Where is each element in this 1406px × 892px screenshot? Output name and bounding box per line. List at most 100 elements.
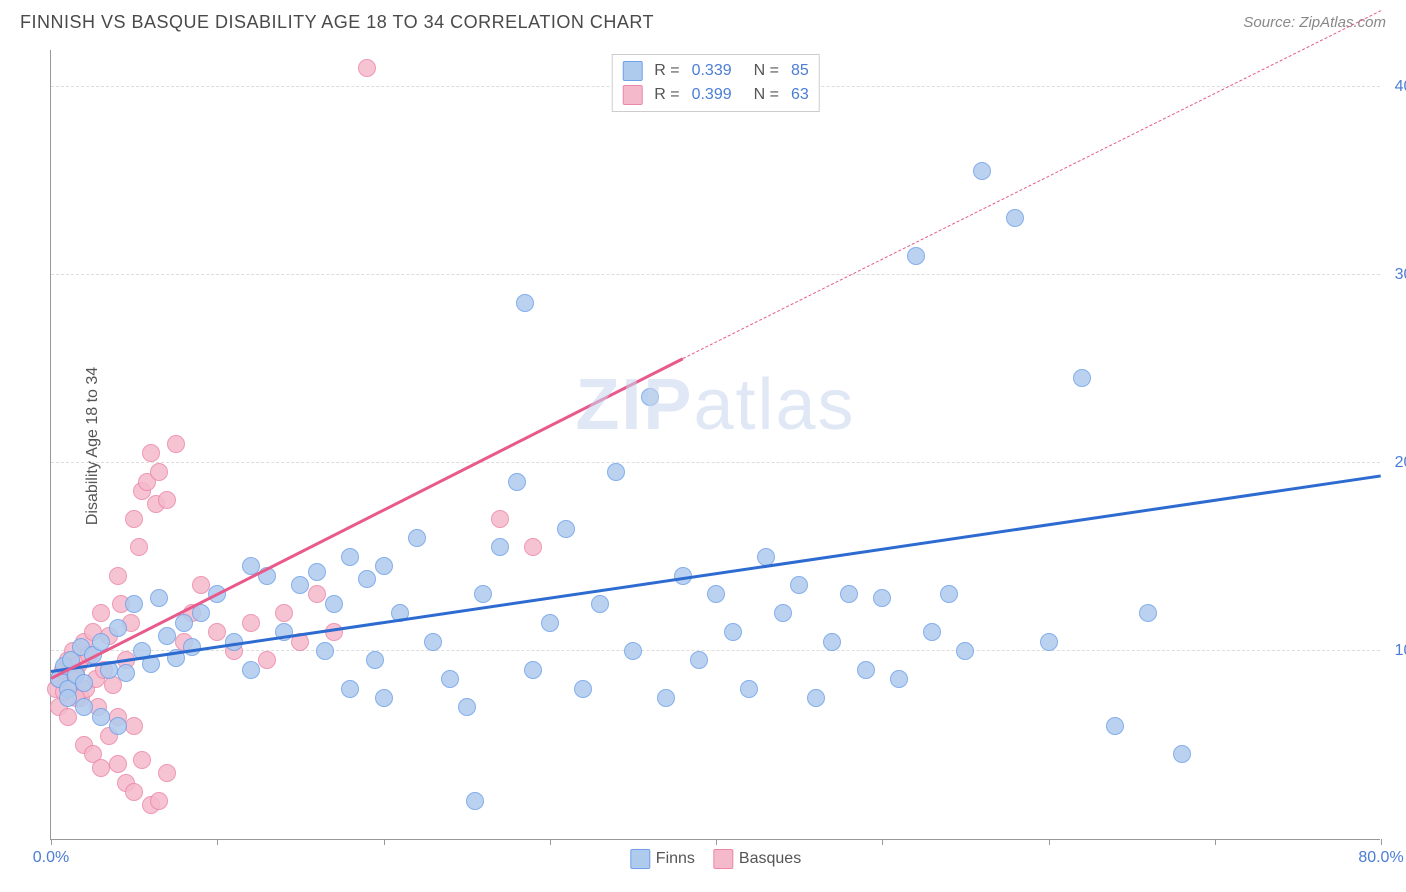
data-point-finns [516,294,534,312]
correlation-legend: R = 0.339 N = 85 R = 0.399 N = 63 [611,54,820,112]
data-point-finns [724,623,742,641]
x-tick [384,839,385,845]
data-point-finns [316,642,334,660]
data-point-finns [92,708,110,726]
x-tick [1381,839,1382,845]
swatch-basques-icon [622,85,642,105]
data-point-basques [491,510,509,528]
data-point-basques [150,792,168,810]
gridline [51,462,1380,463]
y-tick-label: 40.0% [1395,78,1406,96]
data-point-finns [291,576,309,594]
legend-row-finns: R = 0.339 N = 85 [622,59,809,83]
gridline [51,650,1380,651]
data-point-basques [242,614,260,632]
data-point-finns [541,614,559,632]
data-point-finns [707,585,725,603]
x-tick [1215,839,1216,845]
data-point-finns [607,463,625,481]
legend-item-basques: Basques [713,849,801,869]
data-point-finns [807,689,825,707]
data-point-basques [125,717,143,735]
data-point-finns [491,538,509,556]
data-point-basques [109,755,127,773]
data-point-finns [325,595,343,613]
data-point-basques [133,751,151,769]
data-point-finns [358,570,376,588]
swatch-finns-icon [622,61,642,81]
x-tick [550,839,551,845]
data-point-finns [75,698,93,716]
series-legend: Finns Basques [630,849,801,869]
watermark: ZIPatlas [575,364,855,446]
data-point-finns [366,651,384,669]
data-point-finns [690,651,708,669]
data-point-finns [591,595,609,613]
data-point-finns [125,595,143,613]
data-point-finns [907,247,925,265]
data-point-finns [624,642,642,660]
y-tick-label: 20.0% [1395,454,1406,472]
x-tick [1049,839,1050,845]
data-point-basques [524,538,542,556]
data-point-basques [150,463,168,481]
data-point-finns [375,689,393,707]
data-point-finns [408,529,426,547]
source-credit: Source: ZipAtlas.com [1243,14,1386,31]
swatch-basques-icon [713,849,733,869]
x-tick [51,839,52,845]
data-point-finns [474,585,492,603]
data-point-basques [308,585,326,603]
data-point-basques [192,576,210,594]
legend-item-finns: Finns [630,849,695,869]
data-point-basques [158,491,176,509]
data-point-basques [258,651,276,669]
x-tick-label: 80.0% [1358,849,1403,867]
data-point-basques [142,444,160,462]
x-tick [217,839,218,845]
data-point-basques [208,623,226,641]
data-point-finns [641,388,659,406]
data-point-finns [557,520,575,538]
data-point-basques [158,764,176,782]
data-point-finns [524,661,542,679]
data-point-finns [840,585,858,603]
data-point-finns [308,563,326,581]
data-point-finns [466,792,484,810]
data-point-basques [130,538,148,556]
data-point-finns [790,576,808,594]
data-point-finns [1173,745,1191,763]
swatch-finns-icon [630,849,650,869]
data-point-finns [441,670,459,688]
data-point-finns [857,661,875,679]
data-point-finns [175,614,193,632]
y-tick-label: 10.0% [1395,642,1406,660]
data-point-finns [1040,633,1058,651]
data-point-finns [117,664,135,682]
data-point-finns [574,680,592,698]
data-point-finns [424,633,442,651]
data-point-finns [109,717,127,735]
chart-header: FINNISH VS BASQUE DISABILITY AGE 18 TO 3… [0,0,1406,41]
data-point-finns [657,689,675,707]
data-point-basques [125,510,143,528]
data-point-finns [109,619,127,637]
data-point-finns [774,604,792,622]
chart-title: FINNISH VS BASQUE DISABILITY AGE 18 TO 3… [20,12,654,33]
y-tick-label: 30.0% [1395,266,1406,284]
data-point-finns [956,642,974,660]
data-point-finns [923,623,941,641]
data-point-finns [1139,604,1157,622]
data-point-basques [109,567,127,585]
data-point-finns [1073,369,1091,387]
scatter-chart: ZIPatlas R = 0.339 N = 85 R = 0.399 N = … [50,50,1380,840]
data-point-finns [458,698,476,716]
data-point-basques [92,604,110,622]
data-point-basques [167,435,185,453]
data-point-finns [341,680,359,698]
data-point-finns [873,589,891,607]
data-point-finns [150,589,168,607]
data-point-basques [92,759,110,777]
x-tick [882,839,883,845]
data-point-basques [59,708,77,726]
